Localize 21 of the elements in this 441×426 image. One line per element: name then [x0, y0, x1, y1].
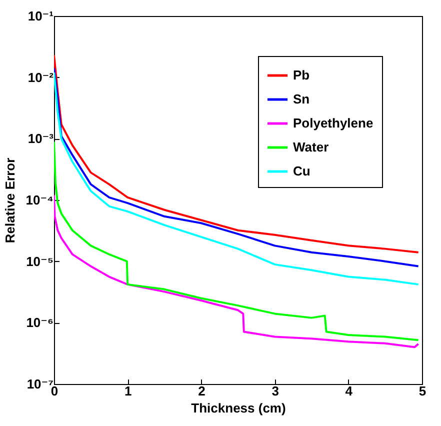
- x-tick-label: 4: [345, 384, 354, 398]
- line-series: [54, 194, 420, 348]
- y-axis-title: Relative Error: [2, 158, 18, 244]
- line-series: [54, 140, 420, 342]
- legend-label: Pb: [293, 68, 310, 82]
- legend-label: Sn: [293, 92, 310, 106]
- y-tick-label: 10⁻³: [28, 131, 54, 146]
- legend-label: Polyethylene: [293, 116, 374, 130]
- y-tick-label: 10⁻⁵: [26, 254, 54, 269]
- x-tick-label: 5: [418, 384, 426, 398]
- x-tick-label: 2: [198, 384, 206, 398]
- legend-label: Water: [293, 140, 329, 154]
- y-tick-label: 10⁻¹: [28, 8, 54, 24]
- legend-label: Cu: [293, 164, 310, 178]
- x-tick-label: 1: [124, 384, 132, 398]
- y-tick-label: 10⁻⁴: [26, 192, 54, 208]
- y-tick-label: 10⁻⁶: [26, 315, 54, 330]
- y-tick-label: 10⁻²: [28, 70, 54, 85]
- x-axis-title: Thickness (cm): [191, 400, 286, 416]
- x-tick-label: 3: [272, 384, 279, 398]
- x-tick-label: 0: [50, 384, 58, 398]
